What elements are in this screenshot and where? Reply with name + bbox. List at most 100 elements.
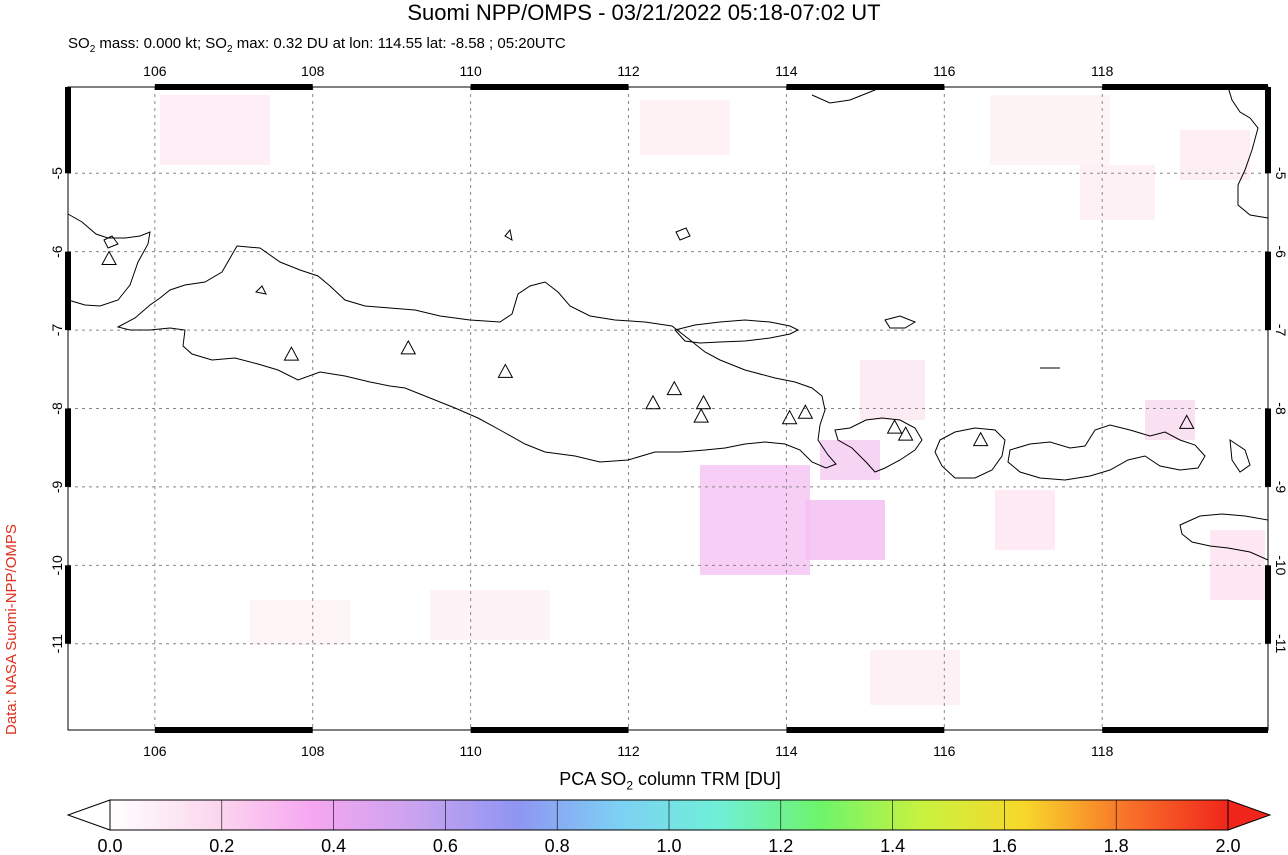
- frame-bar: [1265, 251, 1271, 331]
- lon-tick-label-top: 110: [459, 63, 482, 79]
- summary-prefix: SO: [68, 35, 90, 52]
- so2-patch: [1180, 130, 1250, 180]
- so2-patch: [1080, 165, 1155, 220]
- frame-bar: [154, 84, 313, 90]
- colorbar-tick-label: 0.6: [433, 836, 458, 855]
- axis-labels: 106 106 108 108 110 110 112 112 114 114 116 116 118 1…: [49, 63, 1288, 759]
- coastline: [674, 319, 800, 344]
- coastline: [934, 427, 1006, 479]
- lon-tick-label-top: 118: [1091, 63, 1114, 79]
- lat-tick-label-left: -11: [49, 634, 65, 653]
- coastline: [254, 285, 267, 295]
- lon-tick-label-bottom: 108: [301, 743, 325, 759]
- frame-bar: [154, 727, 313, 733]
- frame-bar: [65, 251, 71, 331]
- lat-tick-label-right: -6: [1273, 245, 1288, 258]
- so2-patch: [1145, 400, 1195, 440]
- frame-bar: [1102, 727, 1268, 733]
- volcano-icon: [886, 419, 903, 434]
- colorbar-tick-label: 1.0: [656, 836, 681, 855]
- lat-tick-label-right: -10: [1273, 555, 1288, 575]
- graticule: [68, 87, 1268, 730]
- colorbar: 0.0 0.2 0.4 0.6 0.8 1.0 1.2 1.4 1.6 1.8 2.0: [66, 799, 1272, 855]
- colorbar-tick-label: 1.8: [1104, 836, 1129, 855]
- so2-patch: [860, 360, 925, 420]
- lon-tick-label-top: 106: [143, 63, 167, 79]
- summary-sub-2: 2: [226, 44, 233, 55]
- colorbar-tick-label: 2.0: [1215, 836, 1240, 855]
- lon-tick-label-bottom: 118: [1091, 743, 1114, 759]
- lon-tick-label-top: 114: [775, 63, 798, 79]
- colorbar-tick-label: 0.2: [209, 836, 234, 855]
- so2-patch: [820, 440, 880, 480]
- lat-tick-label-left: -5: [49, 167, 65, 180]
- coastline: [834, 417, 923, 473]
- map-frame: [65, 84, 1271, 733]
- frame-bar: [1265, 565, 1271, 644]
- coastline: [811, 86, 883, 104]
- coastline: [1007, 424, 1206, 481]
- colorbar-min-arrow: [66, 799, 111, 831]
- lat-tick-label-right: -9: [1273, 481, 1288, 494]
- so2-patch: [990, 95, 1110, 165]
- so2-patch: [430, 590, 550, 640]
- colorbar-label-suffix: column TRM [DU]: [633, 769, 781, 789]
- coastline: [675, 227, 691, 241]
- lon-tick-label-top: 116: [933, 63, 956, 79]
- so2-field: [68, 87, 1268, 730]
- colorbar-label-sub: 2: [626, 778, 633, 793]
- volcano-icon: [695, 394, 712, 410]
- colorbar-tick-label: 0.8: [545, 836, 570, 855]
- lat-tick-label-right: -11: [1273, 634, 1288, 653]
- frame-bar: [470, 727, 629, 733]
- volcano-icon: [101, 250, 117, 266]
- summary-max: max: 0.32 DU at lon: 114.55 lat: -8.58 ;…: [232, 35, 566, 52]
- so2-patch: [805, 500, 885, 560]
- frame-bar: [65, 87, 71, 174]
- lat-tick-label-left: -8: [49, 402, 65, 415]
- frame-bar: [786, 84, 945, 90]
- coastline: [67, 213, 151, 307]
- summary-sub-1: 2: [89, 44, 96, 55]
- so2-patch: [700, 465, 810, 575]
- so2-patch: [640, 100, 730, 155]
- volcano-icon: [972, 431, 989, 447]
- volcano-markers: [101, 250, 1195, 447]
- coastline: [504, 228, 513, 241]
- frame-bar: [1102, 84, 1268, 90]
- lat-tick-label-left: -9: [49, 480, 65, 493]
- lon-tick-label-top: 108: [301, 63, 325, 79]
- colorbar-label-prefix: PCA SO: [559, 769, 627, 789]
- lat-tick-label-right: -8: [1273, 402, 1288, 415]
- volcano-icon: [797, 404, 814, 419]
- frame-bar: [470, 84, 629, 90]
- coastline: [1179, 513, 1269, 561]
- coastline: [1229, 438, 1251, 473]
- lon-tick-label-bottom: 112: [617, 743, 640, 759]
- volcano-icon: [283, 346, 300, 361]
- volcano-icon: [666, 380, 683, 396]
- frame-bar: [65, 565, 71, 644]
- frame-bar: [1265, 87, 1271, 174]
- lat-tick-label-right: -7: [1273, 324, 1288, 337]
- coastline: [116, 245, 837, 469]
- so2-patch: [870, 650, 960, 705]
- summary-mass: mass: 0.000 kt; SO: [95, 35, 227, 52]
- lat-tick-label-left: -7: [49, 324, 65, 337]
- volcano-icon: [400, 339, 417, 355]
- coastlines: [67, 86, 1269, 561]
- lat-tick-label-left: -6: [49, 245, 65, 258]
- volcano-icon: [1178, 414, 1195, 429]
- colorbar-tick-label: 0.4: [321, 836, 346, 855]
- coastline: [1227, 86, 1269, 219]
- so2-summary: SO2 mass: 0.000 kt; SO2 max: 0.32 DU at …: [68, 35, 566, 59]
- frame-bar: [1265, 408, 1271, 487]
- so2-patch: [250, 600, 350, 645]
- volcano-icon: [897, 426, 914, 441]
- volcano-icon: [645, 394, 661, 410]
- colorbar-label: PCA SO2 column TRM [DU]: [0, 768, 1288, 797]
- colorbar-tick-label: 0.0: [97, 836, 122, 855]
- lon-tick-label-top: 112: [617, 63, 640, 79]
- colorbar-max-arrow: [1227, 799, 1272, 831]
